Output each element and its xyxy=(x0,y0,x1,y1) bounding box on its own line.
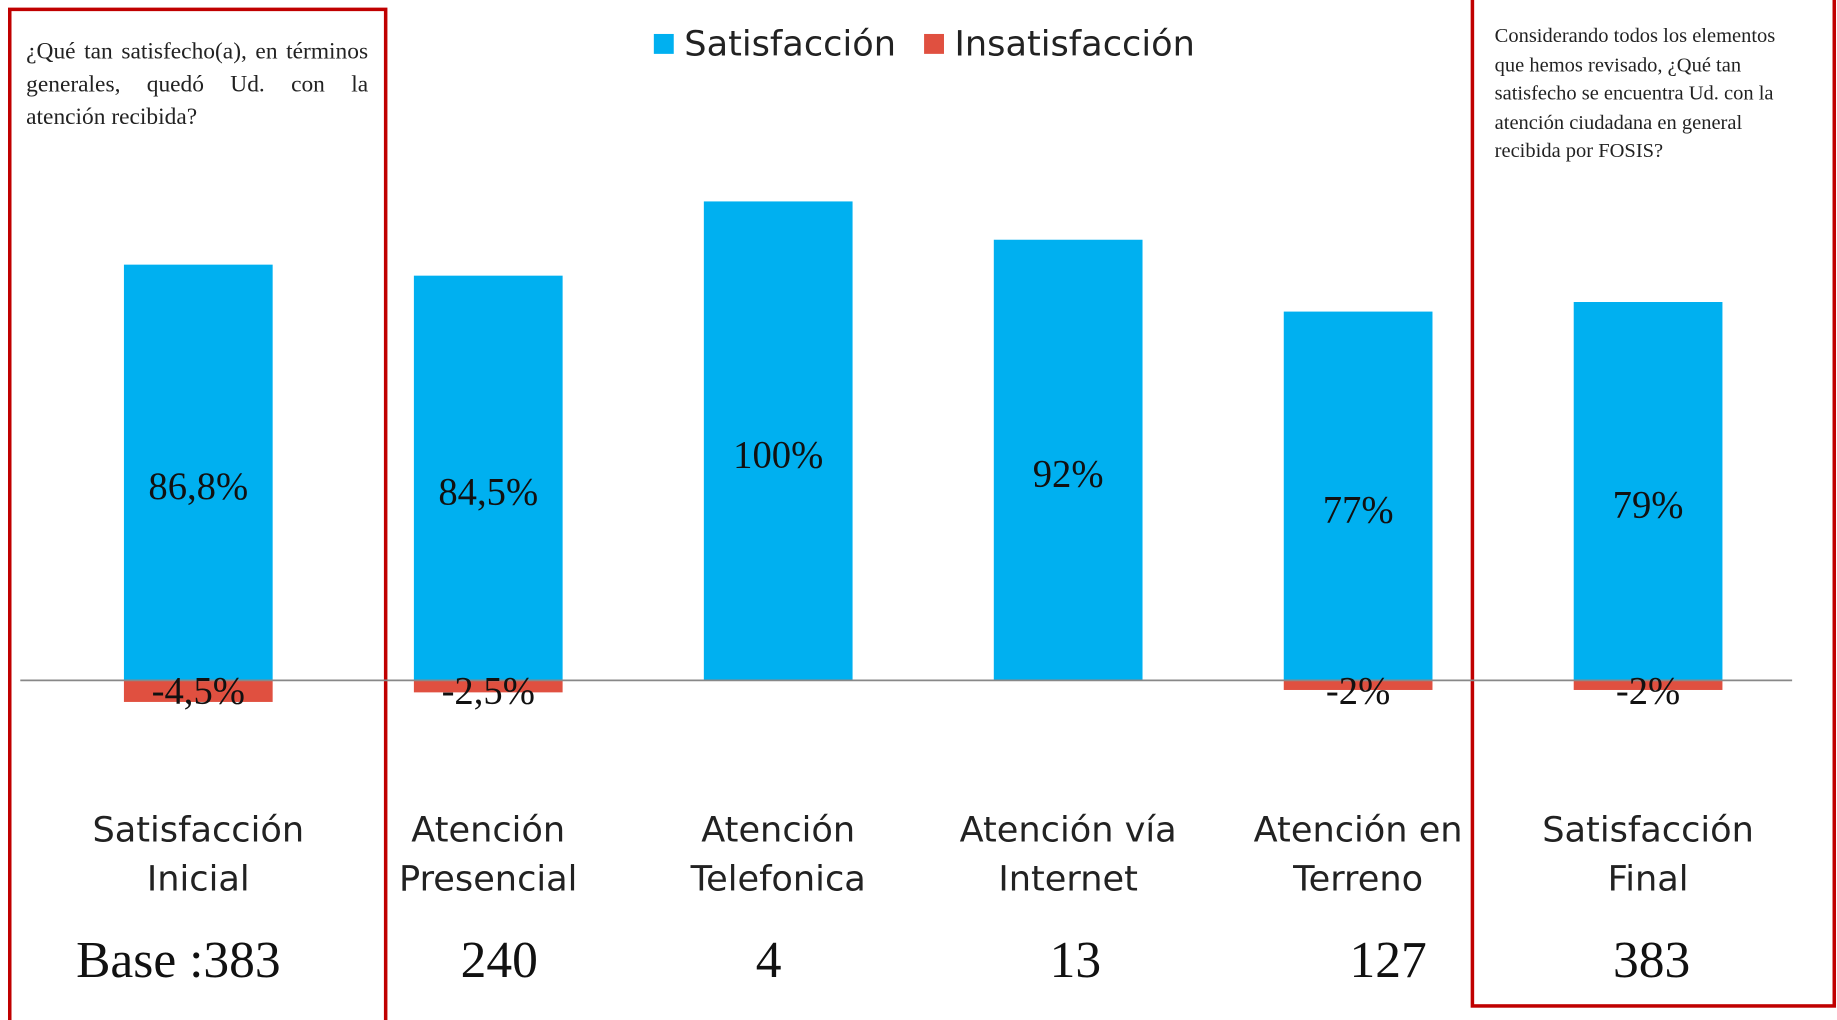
bar xyxy=(993,239,1143,681)
value-label: -2,5% xyxy=(442,670,535,712)
base-label: 13 xyxy=(1050,932,1102,989)
annotation: ¿Qué tan satisfecho(a), en términos gene… xyxy=(26,38,369,130)
label-line: Atención en xyxy=(1254,809,1463,850)
x-tick-label: Satisfacción Final xyxy=(1542,809,1754,899)
bar xyxy=(123,680,273,702)
legend-swatch xyxy=(924,33,944,54)
bar xyxy=(1573,680,1723,690)
label-line: Terreno xyxy=(1292,859,1423,900)
bar xyxy=(703,201,853,681)
x-tick-label: Atención Presencial xyxy=(399,809,577,899)
bar xyxy=(1573,302,1723,681)
label-line: Atención xyxy=(701,809,855,850)
annotation: Considerando todos los elementos que hem… xyxy=(1494,23,1776,162)
value-label: 77% xyxy=(1323,489,1394,531)
value-label: 100% xyxy=(733,434,823,476)
base-label: 383 xyxy=(1613,932,1690,989)
x-tick-label: Atención en Terreno xyxy=(1254,809,1463,899)
base-label: 127 xyxy=(1349,932,1426,989)
value-label: 79% xyxy=(1613,485,1684,527)
label-line: Atención vía xyxy=(960,809,1177,850)
value-label: 86,8% xyxy=(148,466,248,508)
annotation-text: ¿Qué tan satisfecho(a), en términos gene… xyxy=(26,38,369,130)
legend-label: Satisfacción xyxy=(684,24,896,65)
legend-swatch xyxy=(653,33,674,54)
base-label: 240 xyxy=(461,932,538,989)
highlight-box xyxy=(1470,0,1837,1008)
x-tick-label: Atención vía Internet xyxy=(960,809,1177,899)
x-tick-label: Atención Telefonica xyxy=(690,809,866,899)
value-label: 92% xyxy=(1033,454,1104,496)
label-line: Presencial xyxy=(399,859,577,900)
value-label: -2% xyxy=(1326,670,1390,712)
legend-label: Insatisfacción xyxy=(955,24,1195,65)
highlight-box xyxy=(7,7,388,1020)
label-line: Internet xyxy=(998,859,1137,900)
base-label: 4 xyxy=(756,932,782,989)
annotation-text: Considerando todos los elementos que hem… xyxy=(1494,23,1776,162)
x-tick-label: Satisfacción Inicial xyxy=(92,809,304,899)
bar xyxy=(123,264,273,681)
bar xyxy=(413,275,563,681)
bar xyxy=(413,680,563,693)
value-label: 84,5% xyxy=(438,471,538,513)
base-label: Base :383 xyxy=(76,932,281,989)
label-line: Satisfacción xyxy=(1542,809,1754,850)
bar xyxy=(1283,311,1433,681)
label-line: Atención xyxy=(411,809,565,850)
bar xyxy=(1283,680,1433,690)
label-line: Inicial xyxy=(147,859,250,900)
label-line: Final xyxy=(1608,859,1689,900)
value-label: -4,5% xyxy=(152,670,245,712)
value-label: -2% xyxy=(1616,670,1680,712)
label-line: Telefonica xyxy=(690,859,866,900)
label-line: Satisfacción xyxy=(92,809,304,850)
